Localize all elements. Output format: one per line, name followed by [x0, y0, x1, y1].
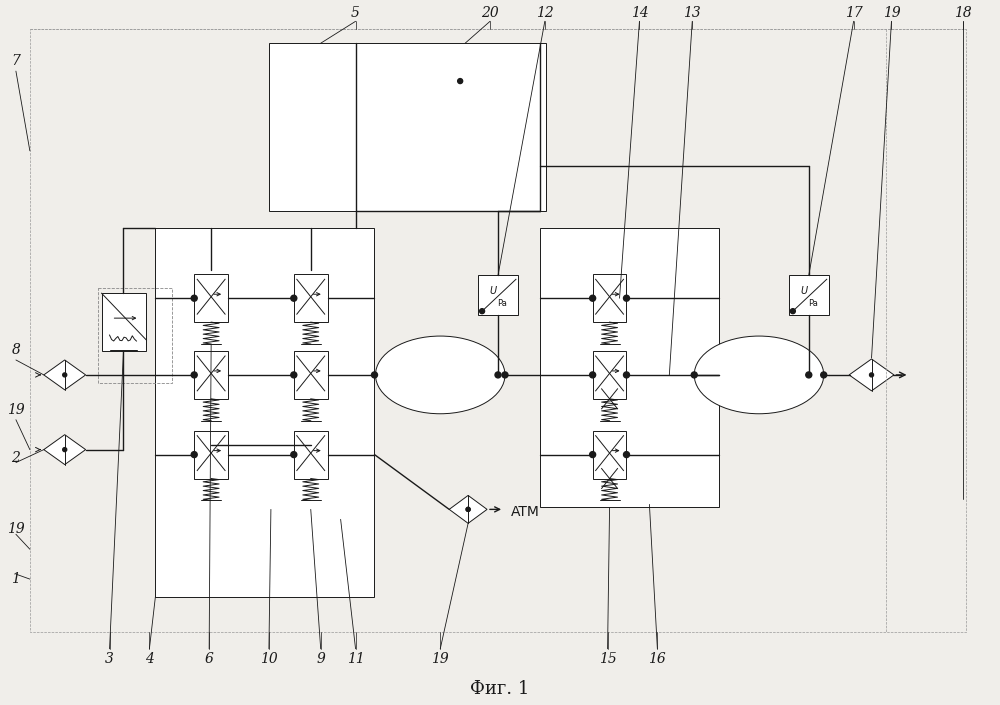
Circle shape	[590, 452, 596, 458]
Bar	[155, 228, 374, 597]
Polygon shape	[44, 360, 86, 390]
Bar	[593, 351, 626, 399]
Ellipse shape	[375, 336, 505, 414]
Bar	[269, 43, 546, 211]
Bar	[593, 274, 626, 322]
Text: 3: 3	[105, 652, 114, 666]
Text: 15: 15	[599, 652, 616, 666]
Circle shape	[191, 295, 197, 301]
Text: 12: 12	[536, 6, 554, 20]
Polygon shape	[449, 496, 487, 523]
Circle shape	[624, 372, 629, 378]
Text: 20: 20	[481, 6, 499, 20]
Text: 11: 11	[347, 652, 364, 666]
Circle shape	[63, 373, 67, 377]
Text: Pa: Pa	[808, 299, 818, 307]
Circle shape	[291, 295, 297, 301]
Bar	[30, 30, 966, 632]
Bar	[478, 276, 518, 315]
Circle shape	[191, 372, 197, 378]
Circle shape	[291, 372, 297, 378]
Text: 1: 1	[11, 572, 20, 586]
Bar	[194, 431, 228, 479]
Text: U: U	[489, 286, 497, 296]
Circle shape	[495, 372, 501, 378]
Circle shape	[806, 372, 812, 378]
Text: 19: 19	[431, 652, 449, 666]
Circle shape	[291, 452, 297, 458]
Circle shape	[372, 372, 377, 378]
Text: Фиг. 1: Фиг. 1	[470, 680, 530, 698]
Circle shape	[63, 448, 67, 452]
Bar	[789, 276, 829, 315]
Bar	[593, 431, 626, 479]
Text: 5: 5	[351, 6, 360, 20]
Text: 18: 18	[954, 6, 972, 20]
Bar	[102, 293, 146, 351]
Circle shape	[590, 372, 596, 378]
Circle shape	[458, 78, 463, 84]
Circle shape	[624, 295, 629, 301]
Text: 16: 16	[649, 652, 666, 666]
Text: 19: 19	[7, 522, 25, 537]
Text: 2: 2	[11, 450, 20, 465]
Text: 7: 7	[11, 54, 20, 68]
Bar	[294, 274, 328, 322]
Bar	[294, 431, 328, 479]
Circle shape	[790, 309, 795, 314]
Circle shape	[821, 372, 827, 378]
Circle shape	[502, 372, 508, 378]
Bar	[98, 288, 172, 383]
Ellipse shape	[694, 336, 824, 414]
Circle shape	[870, 373, 874, 377]
Text: Pa: Pa	[497, 299, 507, 307]
Text: 8: 8	[11, 343, 20, 357]
Polygon shape	[849, 359, 894, 391]
Text: ATM: ATM	[511, 505, 540, 520]
Circle shape	[624, 452, 629, 458]
Bar	[194, 274, 228, 322]
Bar	[294, 351, 328, 399]
Circle shape	[691, 372, 697, 378]
Bar	[194, 351, 228, 399]
Circle shape	[466, 508, 470, 511]
Circle shape	[466, 508, 470, 511]
Text: 13: 13	[683, 6, 701, 20]
Text: 17: 17	[845, 6, 862, 20]
Circle shape	[480, 309, 485, 314]
Text: 19: 19	[883, 6, 900, 20]
Text: U: U	[800, 286, 807, 296]
Text: 6: 6	[205, 652, 214, 666]
Text: 4: 4	[145, 652, 154, 666]
Text: 10: 10	[260, 652, 278, 666]
Polygon shape	[44, 435, 86, 465]
Circle shape	[590, 295, 596, 301]
Text: 19: 19	[7, 403, 25, 417]
Text: 9: 9	[316, 652, 325, 666]
Circle shape	[191, 452, 197, 458]
Bar	[540, 228, 719, 508]
Text: 14: 14	[631, 6, 648, 20]
